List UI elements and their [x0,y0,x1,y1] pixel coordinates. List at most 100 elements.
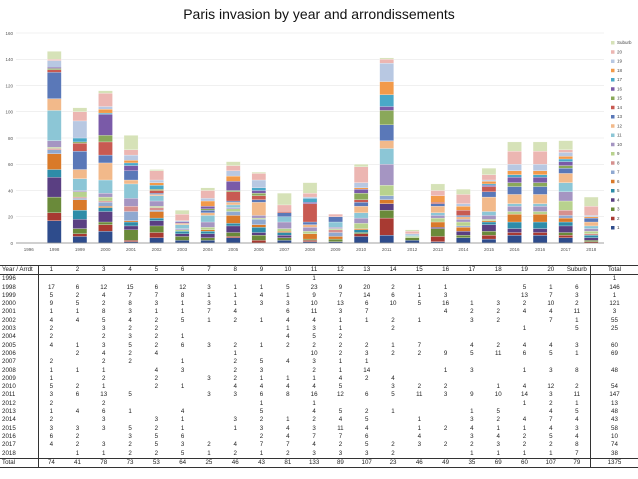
bar-segment [277,204,292,212]
bar-segment [226,223,241,227]
table-cell [248,275,274,284]
bar-segment [584,196,599,207]
total-cell: 107 [353,457,380,469]
bar-segment [149,194,164,196]
bar-segment [200,210,215,213]
bar-segment [149,195,164,202]
bar-segment [353,187,369,190]
table-cell [380,416,406,424]
bar-segment [47,147,62,149]
table-cell: 8 [575,366,579,374]
table-cell: 4 [391,374,395,382]
legend-label: 13 [617,114,623,119]
table-cell [143,408,169,416]
table-cell [485,275,511,284]
bar-segment [47,153,62,170]
table-cell: 2005 [2,341,16,349]
table-cell [354,325,380,333]
table-cell [64,358,90,366]
table-cell: 2 [128,449,132,457]
legend-label: 8 [617,160,620,165]
table-cell: 3 [128,432,132,440]
bar-segment [379,57,394,60]
table-cell: 55 [589,316,638,326]
table-cell [406,275,432,284]
table-cell: 5 [154,441,159,449]
bar-segment [251,173,267,181]
table-cell: 2012 [2,399,16,407]
bar-segment [251,235,267,241]
table-cell [511,317,537,325]
bar-segment [507,206,522,212]
table-cell: 3 [259,300,264,308]
table-cell: 4 [37,316,65,326]
table-cell [196,325,222,333]
x-tick-label: 2005 [228,247,239,252]
legend-swatch [611,226,615,230]
bar-segment [175,224,190,229]
table-cell [406,333,432,341]
total-cell: 23 [379,457,407,469]
table-cell: 1 [589,274,638,284]
legend: Suburb 20 19 18 17 16 15 14 13 12 11 10 9 8 7 6 5 4 3 2 1 [611,40,632,230]
column-header: 3 [90,264,117,276]
bar-segment [123,179,139,185]
bar-segment [123,149,139,156]
table-row: 2004 2 2 3 2 1 4 5 2 [0,333,638,342]
x-tick-label: 2015 [484,247,495,252]
bar-segment [98,231,113,244]
bar-segment [302,196,318,199]
table-cell: 2 [391,441,395,449]
bar-segment [47,196,62,213]
table-cell: 2 [443,441,448,449]
table-cell: 2011 [2,391,16,399]
table-cell: 6 [37,432,65,442]
bar-segment [430,203,445,207]
bar-segment [328,214,343,217]
x-tick-label: 2016 [510,247,521,252]
table-cell: 5 [180,316,185,324]
table-cell: 2 [522,432,527,440]
bar-segment [98,196,113,202]
bar-segment [72,141,88,144]
table-cell: 23 [310,283,318,291]
table-cell: 1 [233,424,237,432]
table-cell [432,408,458,416]
x-tick-label: 2003 [177,247,188,252]
column-header: 18 [485,264,512,276]
bar-segment [481,231,497,236]
table-cell [459,292,485,300]
x-tick-label: 2013 [433,247,444,252]
table-cell: 1 [180,333,185,341]
bar-segment [200,233,215,238]
table-cell: 5 [364,416,369,424]
bar-segment [456,206,471,211]
bar-segment [481,224,497,232]
table-cell: 1 [102,366,106,374]
bar-segment [226,170,241,177]
table-cell: 6 [522,349,527,357]
table-cell [196,358,222,366]
legend-swatch [611,170,615,174]
table-cell: 2 [364,408,369,416]
bar-segment [149,190,164,194]
total-cell: Total [0,457,38,469]
bar-segment [379,235,394,244]
table-cell: 2 [75,291,80,299]
table-cell: 6 [180,432,185,440]
table-row: 2015 3 3 3 5 2 1 1 3 4 3 11 4 1 2 4 1 1 4 3 58 [0,424,638,433]
bar-segment [226,237,241,244]
bar-segment [430,212,445,216]
column-header: 17 [458,264,486,276]
table-cell [196,367,222,375]
bar-segment [353,212,369,219]
table-cell: 1 [75,341,80,349]
column-header: 12 [327,264,354,276]
bar-segment [558,156,573,160]
bar-segment [584,206,599,216]
bar-segment [226,165,241,171]
table-cell [117,367,143,375]
table-cell: 6 [364,300,369,308]
table-cell: 4 [233,383,237,391]
column-header: 5 [143,264,170,276]
